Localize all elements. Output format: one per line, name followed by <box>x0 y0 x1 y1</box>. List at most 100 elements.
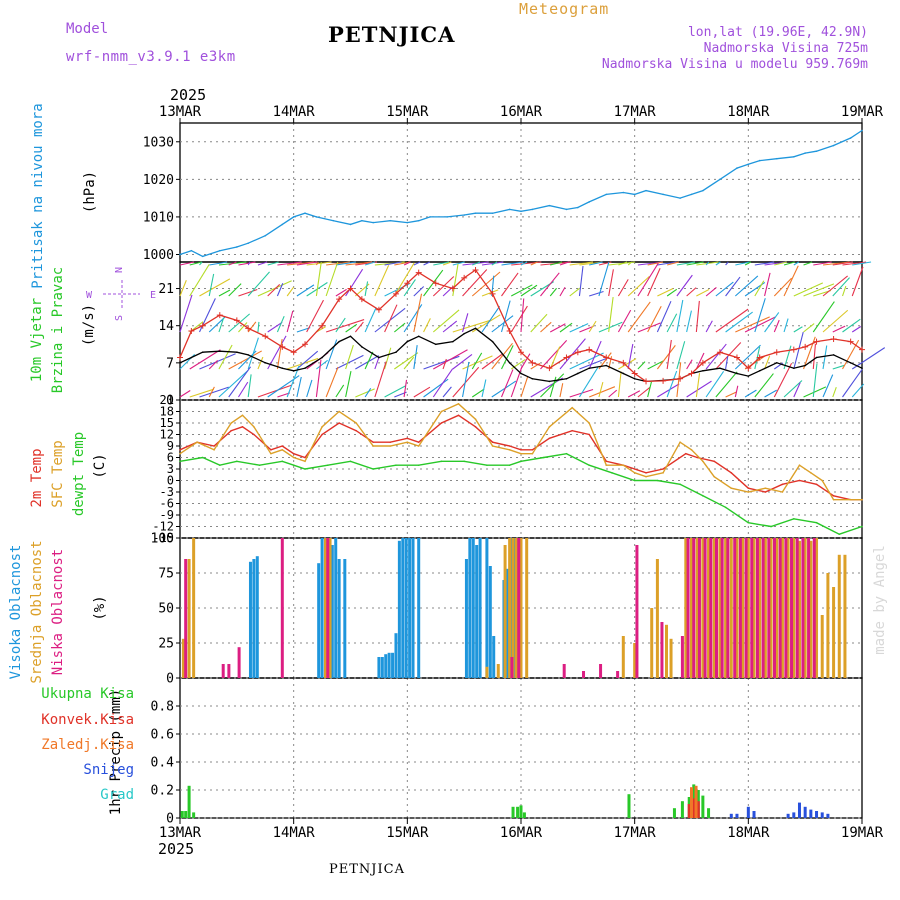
data-point <box>588 422 590 424</box>
data-point <box>406 221 409 224</box>
series-ukupna-kisa <box>180 784 711 818</box>
data-bar <box>752 538 756 678</box>
wind-arrow <box>803 336 816 370</box>
wind-arrow <box>578 266 584 297</box>
data-point <box>605 460 608 463</box>
data-point <box>699 359 706 366</box>
data-bar <box>687 804 691 818</box>
data-point <box>281 445 284 447</box>
data-point <box>702 189 704 192</box>
data-bar <box>517 538 521 678</box>
data-point <box>781 491 784 493</box>
data-bar <box>720 538 724 678</box>
wind-arrow <box>199 278 231 297</box>
wind-arrow <box>471 388 485 398</box>
wind-arrow <box>657 261 677 266</box>
data-point <box>770 525 772 528</box>
data-point <box>849 137 852 139</box>
data-point <box>389 445 392 447</box>
wind-arrow <box>754 298 766 333</box>
wind-arrow <box>267 335 287 370</box>
data-bar <box>522 812 526 818</box>
wind-arrow <box>354 321 364 333</box>
data-point <box>660 377 667 384</box>
wind-arrow <box>296 261 318 266</box>
wind-arrow <box>481 353 503 370</box>
data-bar <box>758 538 762 678</box>
data-point <box>775 362 778 364</box>
data-bar <box>809 540 813 678</box>
wind-arrow <box>793 261 799 266</box>
data-point <box>798 479 801 482</box>
wind-units: (m/s) <box>81 304 97 346</box>
y-tick-label: 21 <box>158 282 174 297</box>
y-tick-label: 3 <box>167 462 174 476</box>
wind-arrow <box>588 320 597 333</box>
temp-sfc-label: SFC Temp <box>50 440 66 507</box>
data-bar <box>255 556 259 678</box>
data-point <box>440 410 443 413</box>
data-point <box>605 193 608 196</box>
x-tick-label-top: 18MAR <box>727 104 770 120</box>
wind-arrow <box>589 290 604 297</box>
wind-arrow <box>355 388 375 398</box>
wind-arrow <box>218 317 225 333</box>
data-bar <box>323 538 327 678</box>
wind-arrow <box>774 261 787 266</box>
wind-arrow <box>335 261 356 266</box>
wind-arrow <box>549 287 557 297</box>
y-tick-label: 1000 <box>143 248 174 263</box>
wind-arrow <box>617 309 632 333</box>
x-tick-label-bottom: 15MAR <box>386 825 429 841</box>
wind-arrow <box>452 263 459 297</box>
data-bar <box>503 545 507 678</box>
data-bar <box>729 813 733 818</box>
wind-arrow <box>306 261 332 266</box>
wind-arrow <box>735 316 770 333</box>
data-point <box>736 167 738 169</box>
data-point <box>361 346 363 348</box>
model-elevation-text: Nadmorska Visina u modelu 959.769m <box>601 57 868 72</box>
data-point <box>474 426 477 428</box>
data-bar <box>690 538 693 678</box>
cloud-low-label: Niska Oblacnost <box>50 549 66 675</box>
data-point <box>389 441 392 443</box>
data-point <box>679 483 681 486</box>
y-tick-label: 0 <box>166 812 174 827</box>
wind-arrow <box>423 378 449 398</box>
data-point <box>736 372 738 375</box>
temp-2m-label: 2m Temp <box>29 448 45 507</box>
wind-arrow <box>228 350 262 370</box>
data-bar <box>377 657 381 678</box>
data-bar <box>633 643 637 678</box>
x-tick-label-top: 15MAR <box>386 104 429 120</box>
precip-label: 1hr Precip (mm) <box>108 689 124 815</box>
data-point <box>577 206 579 209</box>
data-point <box>758 159 761 162</box>
data-point <box>548 380 551 383</box>
wind-arrow <box>715 308 749 333</box>
wind-arrow <box>296 376 302 398</box>
data-point <box>588 464 590 466</box>
wind-arrow <box>208 273 215 297</box>
wind-arrow <box>666 313 678 333</box>
y-tick-label: 18 <box>160 405 174 419</box>
y-tick-label: 0 <box>166 672 174 687</box>
data-point <box>733 354 740 361</box>
wind-arrow <box>247 321 257 333</box>
data-point <box>415 269 422 276</box>
y-tick-label: 0 <box>166 394 174 409</box>
data-point <box>518 349 524 356</box>
data-bar <box>525 538 529 678</box>
data-bar <box>317 563 321 678</box>
data-bar <box>510 657 514 678</box>
wind-arrow <box>705 320 713 333</box>
wind-arrow <box>754 373 774 398</box>
wind-arrow <box>237 381 249 398</box>
wind-arrow <box>647 305 662 333</box>
wind-arrow <box>442 261 452 266</box>
data-point <box>389 219 392 222</box>
y-tick-label: 14 <box>158 319 174 334</box>
wind-arrow <box>686 310 692 333</box>
wind-arrow <box>510 305 528 333</box>
